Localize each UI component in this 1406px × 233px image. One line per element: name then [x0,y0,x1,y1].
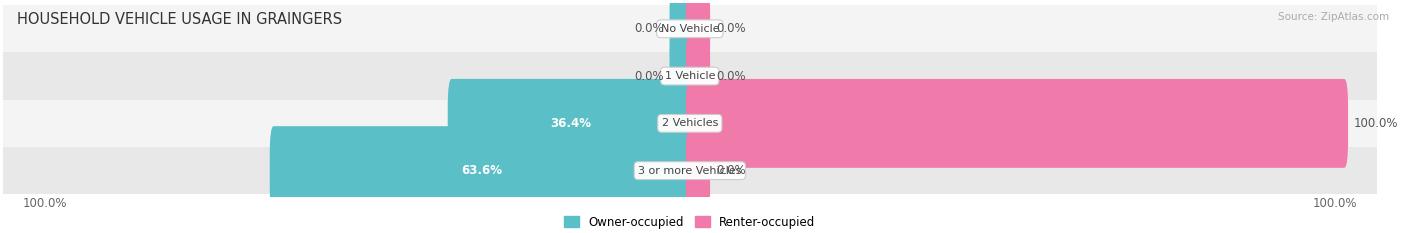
Text: 3 or more Vehicles: 3 or more Vehicles [638,166,741,176]
Text: 100.0%: 100.0% [1354,117,1399,130]
Text: 36.4%: 36.4% [550,117,592,130]
FancyBboxPatch shape [686,79,1348,168]
Bar [3,5,1376,52]
Text: 0.0%: 0.0% [634,22,664,35]
Text: 1 Vehicle: 1 Vehicle [665,71,716,81]
Text: 0.0%: 0.0% [716,22,745,35]
FancyBboxPatch shape [669,0,693,73]
FancyBboxPatch shape [270,126,693,215]
Text: HOUSEHOLD VEHICLE USAGE IN GRAINGERS: HOUSEHOLD VEHICLE USAGE IN GRAINGERS [17,12,342,27]
Text: 0.0%: 0.0% [634,70,664,82]
Text: 63.6%: 63.6% [461,164,502,177]
Text: No Vehicle: No Vehicle [661,24,718,34]
Text: 2 Vehicles: 2 Vehicles [662,118,718,128]
Bar [3,147,1376,194]
Text: 0.0%: 0.0% [716,70,745,82]
Legend: Owner-occupied, Renter-occupied: Owner-occupied, Renter-occupied [560,211,820,233]
FancyBboxPatch shape [686,0,710,73]
FancyBboxPatch shape [447,79,693,168]
Bar [3,100,1376,147]
Text: 0.0%: 0.0% [716,164,745,177]
Text: 100.0%: 100.0% [22,197,67,210]
FancyBboxPatch shape [686,126,710,215]
FancyBboxPatch shape [686,32,710,120]
Text: 100.0%: 100.0% [1313,197,1357,210]
Text: Source: ZipAtlas.com: Source: ZipAtlas.com [1278,12,1389,22]
Bar [3,52,1376,100]
FancyBboxPatch shape [669,32,693,120]
